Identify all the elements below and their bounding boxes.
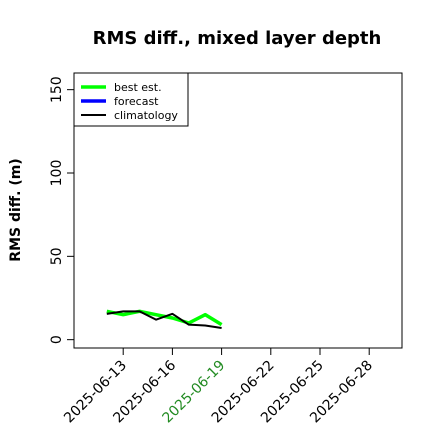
y-tick-label-1: 50: [49, 247, 65, 265]
plot-frame: [73, 72, 403, 349]
legend-label-1: forecast: [114, 95, 159, 108]
series-line-0: [106, 309, 223, 327]
x-axis: 2025-06-132025-06-162025-06-192025-06-22…: [61, 348, 376, 426]
y-axis-label: RMS diff. (m): [8, 158, 24, 261]
legend-label-2: climatology: [114, 109, 178, 122]
y-axis: 0 50 100 150: [49, 76, 74, 344]
y-tick-label-3: 150: [49, 76, 65, 103]
y-tick-label-0: 0: [49, 335, 65, 344]
series-line-2: [106, 310, 222, 329]
series-layer: [106, 309, 223, 329]
legend-label-0: best est.: [114, 81, 162, 94]
y-tick-label-2: 100: [49, 160, 65, 187]
chart-title: RMS diff., mixed layer depth: [93, 28, 382, 49]
